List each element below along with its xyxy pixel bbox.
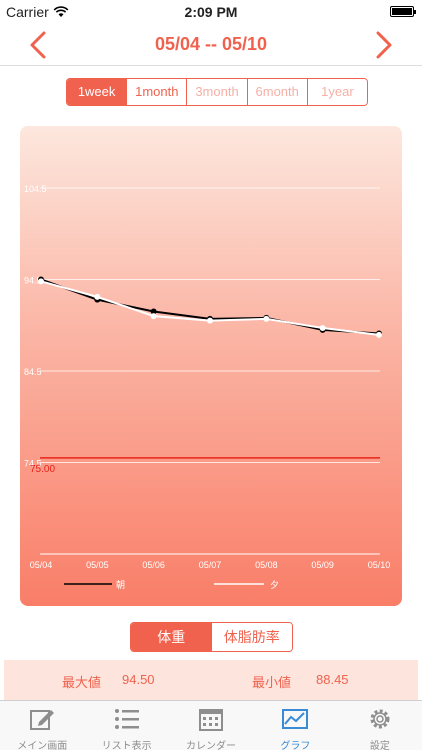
tab-graph[interactable]: グラフ (253, 701, 337, 750)
period-tab-1year[interactable]: 1year (307, 79, 367, 105)
carrier-label: Carrier (6, 4, 49, 20)
date-range-title: 05/04 -- 05/10 (154, 34, 268, 54)
x-tick-label: 05/09 (311, 560, 334, 570)
max-value: 94.50 (122, 672, 155, 687)
tab-bar: メイン画面 リスト表示 カレンダー グラフ (0, 700, 422, 750)
tab-calendar-label: カレンダー (186, 741, 237, 750)
tab-calendar[interactable]: カレンダー (169, 701, 253, 750)
stats-strip: 最大値 94.50 最小値 88.45 (4, 660, 418, 700)
data-point (376, 331, 382, 338)
tab-main[interactable]: メイン画面 (0, 701, 84, 750)
period-tab-6month[interactable]: 6month (247, 79, 308, 105)
data-point (207, 317, 213, 324)
x-tick-label: 05/08 (255, 560, 278, 570)
period-tab-3month[interactable]: 3month (187, 79, 248, 105)
series-line-0 (40, 278, 380, 335)
metric-tab-body-fat[interactable]: 体脂肪率 (211, 623, 292, 651)
tab-graph-label: グラフ (280, 741, 311, 750)
tab-main-label: メイン画面 (17, 741, 68, 750)
period-tab-1week[interactable]: 1week (67, 79, 128, 105)
metric-tab-weight[interactable]: 体重 (131, 623, 212, 651)
data-point (150, 313, 157, 320)
status-bar: Carrier 2:09 PM (0, 0, 422, 24)
period-tab-1month[interactable]: 1month (127, 79, 188, 105)
status-left: Carrier (6, 4, 69, 20)
battery-icon (390, 6, 416, 17)
max-label: 最大値 (62, 675, 102, 690)
x-tick-label: 05/06 (142, 560, 165, 570)
series-line-1 (40, 280, 380, 336)
x-tick-label: 05/10 (368, 560, 391, 570)
calendar-icon (199, 709, 224, 731)
y-tick-label: 104.5 (24, 184, 47, 194)
wifi-icon (53, 6, 69, 17)
y-tick-label: 74.5 (24, 459, 42, 469)
data-point (94, 293, 101, 300)
data-point (319, 324, 326, 331)
graph-icon (282, 709, 309, 729)
y-tick-label: 84.5 (24, 367, 42, 377)
next-week-button[interactable] (368, 28, 398, 62)
x-tick-label: 05/07 (199, 560, 222, 570)
data-point (38, 278, 44, 285)
period-segmented-control: 1week 1month 3month 6month 1year (66, 78, 368, 106)
legend-label-0: 朝 (116, 580, 125, 591)
metric-segmented-control: 体重 体脂肪率 (130, 622, 293, 652)
chart-svg: 104.5 94.5 84.5 74.575.00 05/04 05/05 05/06 05/… (24, 184, 391, 591)
x-tick-label: 05/05 (86, 560, 109, 570)
list-icon (114, 709, 139, 729)
edit-icon (30, 710, 55, 730)
data-point (150, 308, 157, 315)
target-line-label: 75.00 (30, 464, 55, 475)
min-value: 88.45 (316, 672, 349, 687)
tab-settings-label: 設定 (369, 741, 390, 750)
prev-week-button[interactable] (24, 28, 54, 62)
x-tick-label: 05/04 (30, 560, 53, 570)
weight-chart: 104.5 94.5 84.5 74.5 75.00 05/04 05/05 05/06 05/… (20, 126, 402, 606)
legend-label-1: 夕 (270, 579, 279, 591)
tab-settings[interactable]: 設定 (338, 701, 422, 750)
tab-list[interactable]: リスト表示 (84, 701, 168, 750)
tab-list-label: リスト表示 (101, 741, 152, 750)
nav-bar: 05/04 -- 05/10 (0, 24, 422, 66)
y-tick-label: 94.5 (24, 276, 42, 286)
status-time: 2:09 PM (184, 4, 238, 20)
data-point (263, 315, 270, 322)
min-label: 最小値 (252, 675, 292, 690)
gear-icon (370, 709, 390, 729)
